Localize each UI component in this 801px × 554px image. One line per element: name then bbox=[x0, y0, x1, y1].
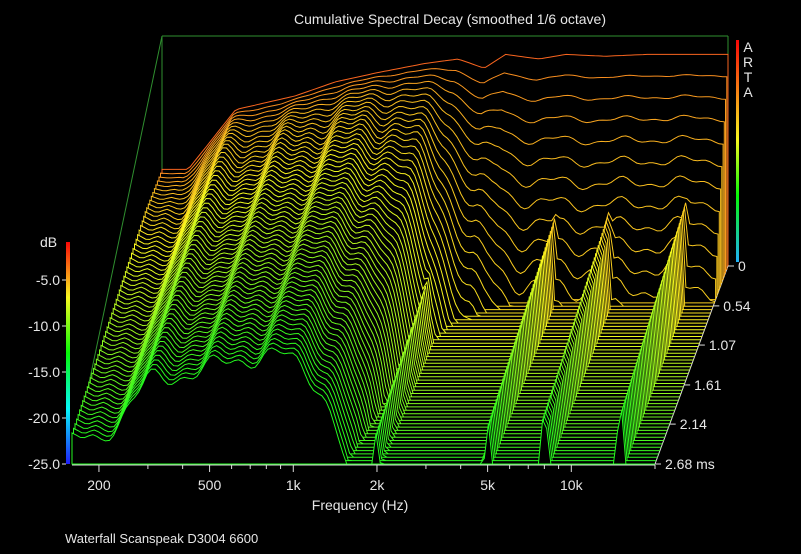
chart-title: Cumulative Spectral Decay (smoothed 1/6 … bbox=[294, 11, 606, 27]
z-tick-label: 0.54 bbox=[723, 298, 750, 314]
decay-slice bbox=[71, 347, 655, 465]
y-tick-label: -15.0 bbox=[28, 364, 60, 380]
brand-color-bar bbox=[736, 40, 739, 262]
z-tick-label: 2.68 ms bbox=[665, 456, 715, 472]
x-tick-label: 10k bbox=[560, 477, 584, 493]
x-axis-label: Frequency (Hz) bbox=[312, 497, 408, 513]
y-tick-label: -25.0 bbox=[28, 456, 60, 472]
x-tick-label: 5k bbox=[480, 477, 496, 493]
y-tick-label: -20.0 bbox=[28, 410, 60, 426]
z-tick-label: 1.61 bbox=[694, 377, 721, 393]
z-tick-label: 0 bbox=[738, 258, 746, 274]
y-axis-unit: dB bbox=[40, 234, 57, 250]
x-tick-label: 200 bbox=[87, 477, 111, 493]
y-color-bar bbox=[66, 242, 70, 464]
x-tick-label: 2k bbox=[370, 477, 386, 493]
y-tick-label: -10.0 bbox=[28, 318, 60, 334]
y-axis: -5.0 -10.0 -15.0 -20.0 -25.0 bbox=[28, 242, 70, 472]
time-axis: 0 0.54 1.07 1.61 2.14 2.68 ms bbox=[655, 258, 751, 472]
brand-letter: A bbox=[743, 39, 753, 55]
z-tick-label: 1.07 bbox=[709, 337, 736, 353]
z-tick-label: 2.14 bbox=[680, 416, 707, 432]
footer-caption: Waterfall Scanspeak D3004 6600 bbox=[65, 531, 258, 546]
y-tick-label: -5.0 bbox=[36, 272, 60, 288]
brand-letter: R bbox=[743, 54, 753, 70]
x-tick-label: 1k bbox=[286, 477, 302, 493]
brand-letter: T bbox=[744, 69, 753, 85]
x-tick-label: 500 bbox=[198, 477, 222, 493]
waterfall-slices bbox=[71, 53, 729, 465]
brand-letter: A bbox=[743, 84, 753, 100]
x-axis: 200 500 1k 2k 5k 10k bbox=[72, 464, 656, 493]
